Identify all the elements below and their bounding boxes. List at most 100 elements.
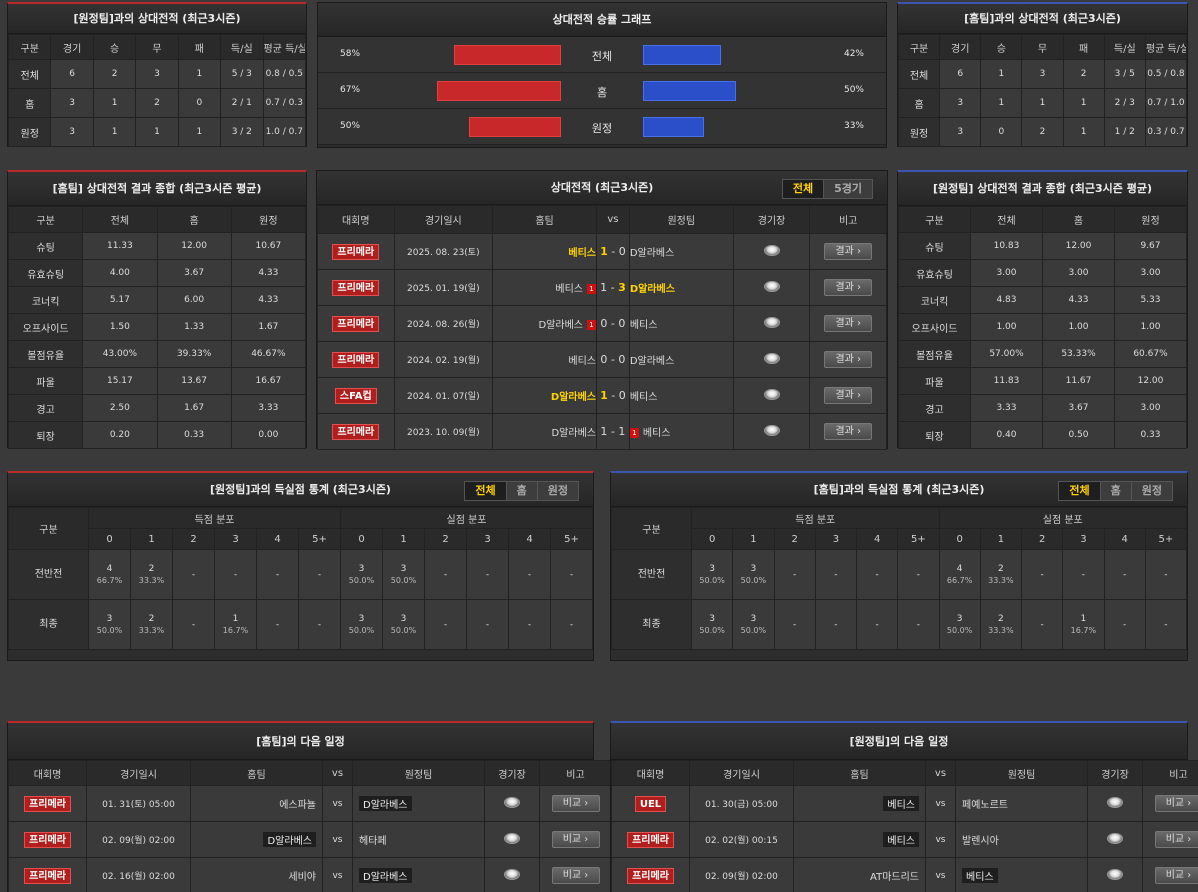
goal-count: - bbox=[1123, 569, 1127, 580]
league-badge[interactable]: 프리메라 bbox=[332, 279, 380, 296]
row-label: 홈 bbox=[897, 88, 941, 118]
league-badge[interactable]: 프리메라 bbox=[24, 795, 71, 812]
home-pct: 50% bbox=[340, 121, 361, 131]
home-winrate-bar bbox=[453, 45, 561, 65]
stadium-icon[interactable] bbox=[504, 868, 520, 880]
goal-cell: - bbox=[508, 549, 551, 600]
table-row: 전체 6 2 3 1 5 / 3 0.8 / 0.5 bbox=[7, 59, 307, 89]
result-button-label: 결과 bbox=[835, 318, 854, 329]
table-cell: 60.67% bbox=[1114, 340, 1187, 368]
league-badge[interactable]: 프리메라 bbox=[332, 351, 380, 368]
table-cell: 53.33% bbox=[1042, 340, 1115, 368]
chevron-right-icon: › bbox=[1184, 870, 1192, 881]
stadium-icon[interactable] bbox=[1107, 832, 1123, 844]
tab-away[interactable]: 원정 bbox=[1130, 482, 1172, 500]
table-cell: 1 bbox=[135, 117, 179, 147]
stadium-icon[interactable] bbox=[763, 388, 780, 400]
tab-all[interactable]: 전체 bbox=[1059, 482, 1100, 500]
league-badge[interactable]: 프리메라 bbox=[24, 867, 71, 884]
goal-count: 3 bbox=[709, 613, 715, 624]
table-cell: 11.33 bbox=[82, 232, 158, 260]
tab-all[interactable]: 전체 bbox=[782, 180, 824, 198]
goal-count-header: 0 bbox=[340, 528, 383, 550]
league-badge[interactable]: 프리메라 bbox=[332, 315, 380, 332]
row-label: 유효슈팅 bbox=[7, 259, 84, 287]
table-cell: 2 bbox=[92, 59, 137, 89]
result-button[interactable]: 결과 › bbox=[824, 387, 873, 404]
compare-button[interactable]: 비교 › bbox=[1154, 867, 1198, 884]
tab-home[interactable]: 홈 bbox=[1099, 482, 1131, 500]
row-label: 코너킥 bbox=[898, 286, 971, 314]
compare-button[interactable]: 비교 › bbox=[551, 795, 600, 812]
goal-count: 2 bbox=[148, 563, 155, 574]
compare-button[interactable]: 비교 › bbox=[551, 867, 600, 884]
table-cell: 1.0 / 0.7 bbox=[262, 117, 307, 147]
league-cell: 프리메라 bbox=[611, 857, 690, 892]
result-button[interactable]: 결과 › bbox=[824, 243, 873, 260]
goal-away-table: 구분 득점 분포 실점 분포 0 1 2 3 4 5+ 0 1 2 3 4 5+ 전반전 4 66.7% 2 33.3… bbox=[8, 507, 593, 650]
away-team: 베티스 bbox=[962, 868, 998, 883]
stadium-icon[interactable] bbox=[763, 424, 780, 436]
table-cell: 4.00 bbox=[82, 259, 158, 287]
league-badge[interactable]: 프리메라 bbox=[627, 867, 674, 884]
compare-button[interactable]: 비교 › bbox=[1154, 795, 1198, 812]
result-button[interactable]: 결과 › bbox=[824, 315, 873, 332]
goal-cell: 1 16.7% bbox=[1062, 599, 1105, 650]
away-summary-table: 구분 전체 홈 원정 슈팅 10.83 12.00 9.67 유효슈팅 3.00 3.00 3.00 코… bbox=[898, 206, 1187, 449]
league-badge[interactable]: 프리메라 bbox=[332, 243, 380, 260]
compare-button[interactable]: 비교 › bbox=[551, 831, 600, 848]
result-button[interactable]: 결과 › bbox=[824, 351, 873, 368]
goal-cell: - bbox=[1020, 599, 1064, 650]
table-row: 전체 6 1 3 2 3 / 5 0.5 / 0.8 bbox=[897, 59, 1188, 89]
stadium-icon[interactable] bbox=[504, 796, 520, 808]
goal-count: - bbox=[793, 619, 797, 630]
goal-cell: - bbox=[466, 549, 509, 600]
col-header: vs bbox=[596, 205, 630, 234]
home-score: 1 bbox=[600, 281, 608, 294]
table-cell: 2 bbox=[1062, 59, 1105, 89]
goal-count: 2 bbox=[998, 613, 1004, 624]
league-badge[interactable]: 프리메라 bbox=[332, 423, 380, 440]
stadium-cell bbox=[1087, 821, 1143, 858]
league-cell: UEL bbox=[611, 785, 690, 822]
league-badge[interactable]: 프리메라 bbox=[24, 831, 71, 848]
tab-away[interactable]: 원정 bbox=[536, 482, 578, 500]
table-cell: 0.7 / 1.0 bbox=[1144, 88, 1188, 118]
goal-count: 3 bbox=[750, 563, 757, 574]
stadium-icon[interactable] bbox=[763, 244, 780, 256]
stadium-icon[interactable] bbox=[763, 352, 780, 364]
col-header: vs bbox=[322, 760, 353, 786]
table-cell: 1 bbox=[1021, 88, 1064, 118]
stadium-icon[interactable] bbox=[504, 832, 520, 844]
compare-button[interactable]: 비교 › bbox=[1154, 831, 1198, 848]
stadium-icon[interactable] bbox=[1107, 796, 1123, 808]
table-cell: 3 bbox=[1021, 59, 1064, 89]
goal-count: - bbox=[485, 569, 490, 580]
league-badge[interactable]: UEL bbox=[634, 795, 667, 812]
league-badge[interactable]: 스FA컵 bbox=[334, 387, 377, 404]
col-header: 승 bbox=[92, 34, 137, 60]
stadium-icon[interactable] bbox=[763, 280, 780, 292]
table-cell: 2 bbox=[1021, 117, 1064, 147]
stadium-icon[interactable] bbox=[1107, 868, 1123, 880]
goal-cell: - bbox=[773, 599, 816, 650]
col-header: 무 bbox=[135, 34, 179, 60]
goal-cell: 3 50.0% bbox=[382, 549, 425, 600]
goal-cell: - bbox=[1062, 549, 1105, 600]
goal-count: 1 bbox=[1080, 613, 1087, 624]
tab-home[interactable]: 홈 bbox=[505, 482, 537, 500]
red-card-icon: 1 bbox=[587, 320, 596, 330]
stadium-icon[interactable] bbox=[763, 316, 780, 328]
stadium-cell bbox=[732, 269, 811, 306]
away-team-cell: 발렌시아 bbox=[955, 821, 1088, 858]
league-badge[interactable]: 프리메라 bbox=[627, 831, 674, 848]
stadium-cell bbox=[732, 413, 811, 450]
result-button[interactable]: 결과 › bbox=[824, 279, 873, 296]
goal-cell: 2 33.3% bbox=[130, 549, 173, 600]
result-button[interactable]: 결과 › bbox=[824, 423, 873, 440]
goal-cell: - bbox=[897, 599, 940, 650]
tab-all[interactable]: 전체 bbox=[465, 482, 506, 500]
league-cell: 스FA컵 bbox=[317, 377, 395, 414]
tab-5-games[interactable]: 5경기 bbox=[823, 180, 872, 198]
vs-label: vs bbox=[322, 785, 353, 822]
